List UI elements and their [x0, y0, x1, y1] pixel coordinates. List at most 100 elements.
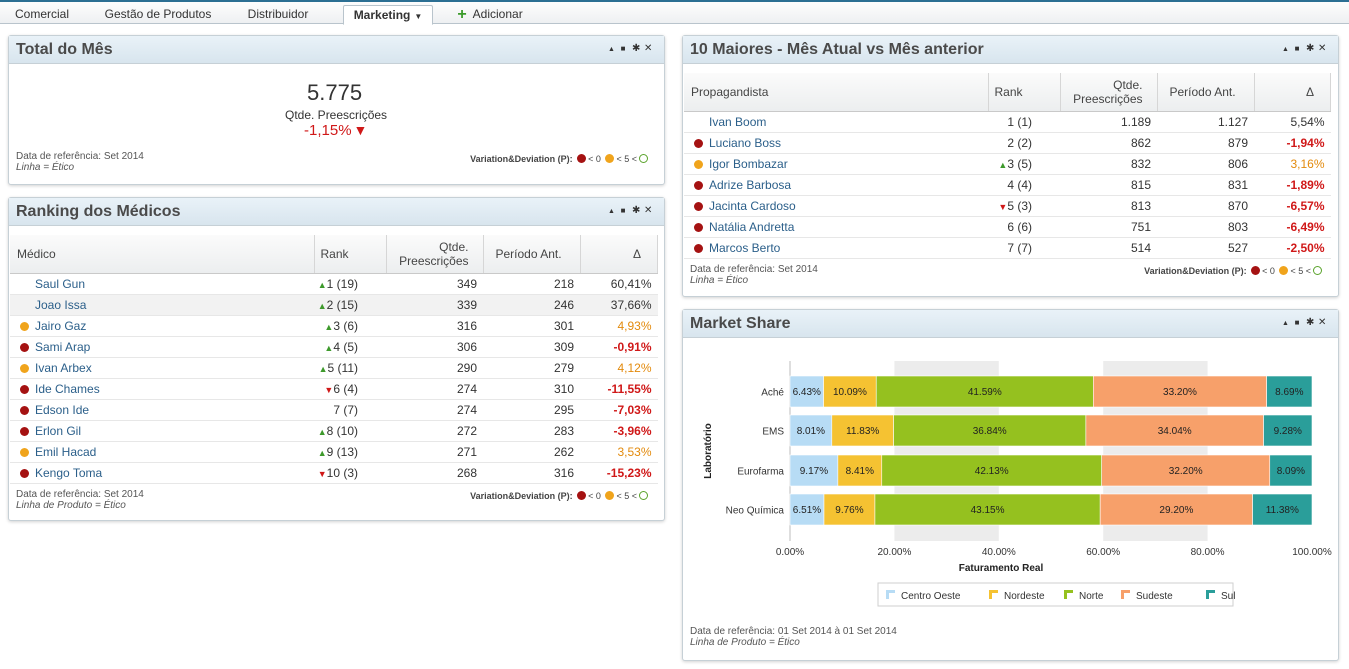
bar-segment [874, 493, 1101, 526]
col-propagandista[interactable]: Propagandista [684, 73, 989, 112]
tab-distribuidor[interactable]: Distribuidor [236, 5, 320, 25]
gear-icon[interactable]: ✱ [632, 205, 647, 216]
cell-name[interactable]: Igor Bombazar [684, 153, 988, 175]
rank-value: 9 (13) [326, 444, 358, 459]
cell-name[interactable]: Jairo Gaz [10, 315, 314, 337]
bar-segment [789, 375, 824, 408]
cell-name[interactable]: Emil Hacad [10, 441, 314, 463]
person-name[interactable]: Erlon Gil [35, 423, 82, 438]
person-name[interactable]: Igor Bombazar [709, 156, 788, 171]
table-row[interactable]: Saul Gun ▲1 (19) 349 218 60,41% [10, 273, 658, 295]
table-row[interactable]: Sami Arap ▲4 (5) 306 309 -0,91% [10, 336, 658, 358]
cell-name[interactable]: Ide Chames [10, 378, 314, 400]
bar-data-label: 9.76% [835, 505, 863, 516]
col-medico[interactable]: Médico [10, 235, 315, 274]
person-name[interactable]: Joao Issa [35, 297, 87, 312]
maximize-icon[interactable]: ■ [620, 206, 632, 215]
gear-icon[interactable]: ✱ [1306, 317, 1321, 328]
tab-comercial[interactable]: Comercial [6, 5, 78, 25]
cell-name[interactable]: Adrize Barbosa [684, 174, 988, 196]
person-name[interactable]: Sami Arap [35, 339, 91, 354]
table-row[interactable]: Igor Bombazar ▲3 (5) 832 806 3,16% [684, 153, 1331, 175]
table-row[interactable]: Emil Hacad ▲9 (13) 271 262 3,53% [10, 441, 658, 463]
person-name[interactable]: Kengo Toma [35, 465, 103, 480]
col-rank[interactable]: Rank [314, 235, 387, 274]
person-name[interactable]: Marcos Berto [709, 240, 781, 255]
person-name[interactable]: Saul Gun [35, 276, 86, 291]
cell-name[interactable]: Ivan Arbex [10, 357, 314, 379]
maximize-icon[interactable]: ■ [1294, 44, 1306, 53]
tab-marketing[interactable]: Marketing ▼ [343, 5, 433, 25]
person-name[interactable]: Ivan Boom [709, 114, 767, 129]
gear-icon[interactable]: ✱ [632, 43, 647, 54]
cell-name[interactable]: Natália Andretta [684, 216, 988, 238]
cell-name[interactable]: Joao Issa [10, 294, 314, 316]
person-name[interactable]: Emil Hacad [35, 444, 97, 459]
minimize-icon[interactable]: ▲ [608, 46, 621, 53]
close-icon[interactable]: ✕ [1318, 317, 1333, 328]
table-row[interactable]: Marcos Berto 7 (7) 514 527 -2,50% [684, 237, 1331, 259]
orange-dot-icon [694, 159, 703, 169]
minimize-icon[interactable]: ▲ [1282, 46, 1295, 53]
minimize-icon[interactable]: ▲ [608, 208, 621, 215]
col-periodo[interactable]: Período Ant. [483, 235, 581, 274]
table-row[interactable]: Erlon Gil ▲8 (10) 272 283 -3,96% [10, 420, 658, 442]
col-delta[interactable]: Δ [1254, 73, 1331, 112]
table-row[interactable]: Ivan Arbex ▲5 (11) 290 279 4,12% [10, 357, 658, 379]
reference-date: Data de referência: 01 Set 2014 à 01 Set… [690, 626, 897, 637]
cell-name[interactable]: Sami Arap [10, 336, 314, 358]
table-row[interactable]: Jairo Gaz ▲3 (6) 316 301 4,93% [10, 315, 658, 337]
tab-label: Distribuidor [247, 7, 309, 21]
close-icon[interactable]: ✕ [644, 205, 659, 216]
cell-name[interactable]: Luciano Boss [684, 132, 988, 154]
close-icon[interactable]: ✕ [1318, 43, 1333, 54]
bar-data-label: 32.20% [1169, 466, 1203, 477]
table-row[interactable]: Ivan Boom 1 (1) 1.189 1.127 5,54% [684, 111, 1331, 133]
legend-lt: < [1305, 266, 1311, 276]
table-row[interactable]: Kengo Toma ▼10 (3) 268 316 -15,23% [10, 462, 658, 484]
x-tick-label: 60.00% [1086, 547, 1120, 558]
gear-icon[interactable]: ✱ [1306, 43, 1321, 54]
chevron-down-icon[interactable]: ▼ [414, 12, 423, 21]
col-rank[interactable]: Rank [988, 73, 1061, 112]
person-name[interactable]: Luciano Boss [709, 135, 782, 150]
person-name[interactable]: Natália Andretta [709, 219, 795, 234]
person-name[interactable]: Ivan Arbex [35, 360, 92, 375]
person-name[interactable]: Ide Chames [35, 381, 100, 396]
cell-name[interactable]: Marcos Berto [684, 237, 988, 259]
table-row[interactable]: Edson Ide 7 (7) 274 295 -7,03% [10, 399, 658, 421]
cell-delta: -7,03% [580, 399, 658, 421]
maximize-icon[interactable]: ■ [1294, 318, 1306, 327]
cell-rank: ▲1 (19) [314, 273, 386, 295]
person-name[interactable]: Adrize Barbosa [709, 177, 792, 192]
cell-name[interactable]: Jacinta Cardoso [684, 195, 988, 217]
cell-name[interactable]: Kengo Toma [10, 462, 314, 484]
table-row[interactable]: Ide Chames ▼6 (4) 274 310 -11,55% [10, 378, 658, 400]
maximize-icon[interactable]: ■ [620, 44, 632, 53]
person-name[interactable]: Jairo Gaz [35, 318, 87, 333]
legend-lt5: < 5 [616, 154, 630, 164]
bar-segment [823, 375, 877, 408]
cell-name[interactable]: Erlon Gil [10, 420, 314, 442]
col-qtd[interactable]: Qtde. Preescrições [386, 235, 484, 274]
legend-swatch [886, 590, 895, 593]
bar-data-label: 6.51% [793, 505, 821, 516]
cell-name[interactable]: Ivan Boom [684, 111, 988, 133]
table-row[interactable]: Joao Issa ▲2 (15) 339 246 37,66% [10, 294, 658, 316]
tab-gestao-produtos[interactable]: Gestão de Produtos [96, 5, 220, 25]
person-name[interactable]: Jacinta Cardoso [709, 198, 796, 213]
minimize-icon[interactable]: ▲ [1282, 320, 1295, 327]
tab-adicionar[interactable]: + Adicionar [452, 5, 528, 25]
table-row[interactable]: Adrize Barbosa 4 (4) 815 831 -1,89% [684, 174, 1331, 196]
cell-name[interactable]: Saul Gun [10, 273, 314, 295]
cell-name[interactable]: Edson Ide [10, 399, 314, 421]
col-periodo[interactable]: Período Ant. [1157, 73, 1255, 112]
close-icon[interactable]: ✕ [644, 43, 659, 54]
table-row[interactable]: Natália Andretta 6 (6) 751 803 -6,49% [684, 216, 1331, 238]
person-name[interactable]: Edson Ide [35, 402, 90, 417]
col-delta[interactable]: Δ [580, 235, 658, 274]
table-row[interactable]: Luciano Boss 2 (2) 862 879 -1,94% [684, 132, 1331, 154]
col-qtd[interactable]: Qtde. Preescrições [1060, 73, 1158, 112]
panel-market-share: Market Share ▲■✱✕ 6.43% 10.09% 41.59% 33.20… [682, 309, 1339, 661]
table-row[interactable]: Jacinta Cardoso ▼5 (3) 813 870 -6,57% [684, 195, 1331, 217]
